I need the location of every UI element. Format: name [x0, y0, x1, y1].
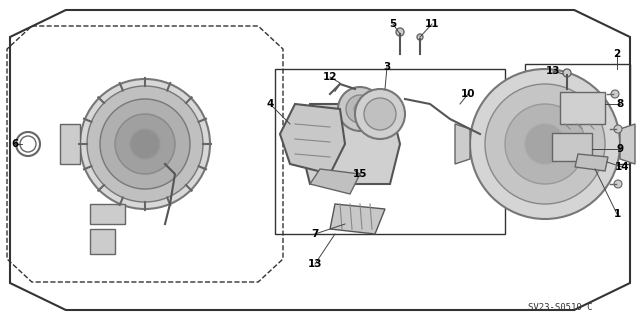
Circle shape: [611, 90, 619, 98]
Circle shape: [505, 104, 585, 184]
Text: 2: 2: [613, 49, 621, 59]
Circle shape: [485, 84, 605, 204]
Circle shape: [364, 98, 396, 130]
Text: 7: 7: [311, 229, 319, 239]
Circle shape: [355, 89, 405, 139]
Text: 12: 12: [323, 72, 337, 82]
Circle shape: [338, 87, 382, 131]
Circle shape: [130, 129, 160, 159]
Text: 8: 8: [616, 99, 623, 109]
Text: 10: 10: [461, 89, 476, 99]
Text: SV23-S0510 C: SV23-S0510 C: [528, 302, 592, 311]
Polygon shape: [330, 204, 385, 234]
Text: 13: 13: [308, 259, 323, 269]
Polygon shape: [310, 169, 360, 194]
Polygon shape: [620, 124, 635, 164]
Polygon shape: [455, 124, 470, 164]
Text: 5: 5: [389, 19, 397, 29]
Text: 9: 9: [616, 144, 623, 154]
Circle shape: [417, 34, 423, 40]
Circle shape: [354, 103, 366, 115]
Circle shape: [87, 86, 203, 202]
Circle shape: [563, 69, 571, 77]
Bar: [552, 133, 592, 161]
Text: 15: 15: [353, 169, 367, 179]
Text: 6: 6: [12, 139, 19, 149]
Text: 13: 13: [546, 66, 560, 76]
Circle shape: [525, 124, 565, 164]
Text: 4: 4: [266, 99, 274, 109]
Circle shape: [614, 180, 622, 188]
Circle shape: [80, 79, 210, 209]
Circle shape: [346, 95, 374, 123]
Polygon shape: [575, 154, 608, 171]
Bar: [560, 92, 605, 124]
Text: 14: 14: [614, 162, 629, 172]
Polygon shape: [90, 229, 115, 254]
Polygon shape: [300, 104, 400, 184]
Text: 11: 11: [425, 19, 439, 29]
Circle shape: [115, 114, 175, 174]
Polygon shape: [280, 104, 345, 174]
Text: 3: 3: [383, 62, 390, 72]
Circle shape: [100, 99, 190, 189]
Circle shape: [614, 125, 622, 133]
Polygon shape: [60, 124, 80, 164]
Polygon shape: [90, 204, 125, 224]
Circle shape: [470, 69, 620, 219]
Text: 1: 1: [613, 209, 621, 219]
Circle shape: [396, 28, 404, 36]
